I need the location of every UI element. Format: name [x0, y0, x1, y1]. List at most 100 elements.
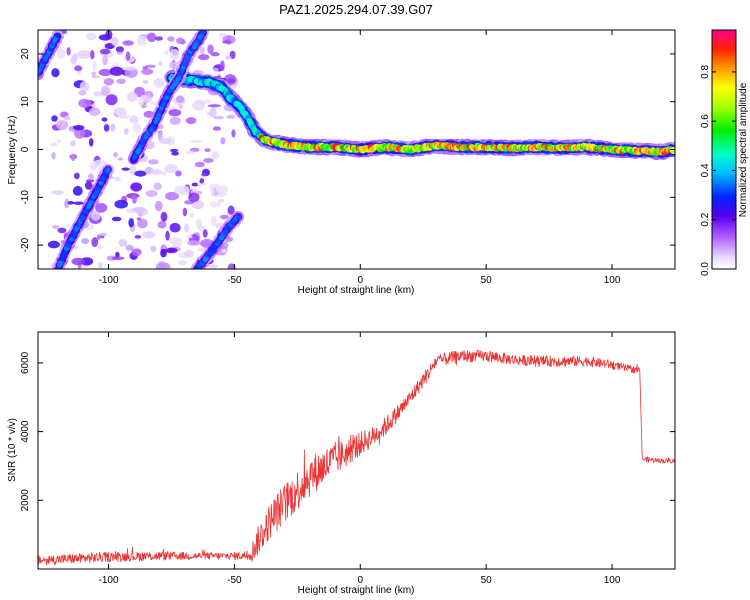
spectrogram-blob — [182, 207, 188, 217]
spectrogram-y-tick-label: 10 — [20, 96, 31, 108]
spectrogram-blob — [212, 67, 219, 72]
spectrogram-blob — [141, 68, 154, 75]
spectrogram-blob — [142, 80, 149, 84]
spectrogram-y-tick-label: -10 — [20, 190, 31, 205]
spectrogram-blob — [98, 232, 108, 237]
spectrogram-blob — [169, 48, 180, 60]
spectrogram-y-tick-label: -20 — [20, 237, 31, 252]
spectrogram-blob — [147, 32, 157, 43]
spectrogram-trace-lower-left-branch — [59, 256, 65, 262]
spectrogram-blob — [101, 117, 108, 122]
snr-plot-area — [38, 349, 675, 566]
spectrogram-blob — [51, 68, 60, 78]
snr-x-axis: -100 -50 0 50 100 — [98, 332, 621, 586]
snr-x-tick-label: 50 — [481, 575, 493, 586]
snr-y-tick-label: 2000 — [20, 489, 31, 512]
spectrogram-blob — [92, 60, 97, 71]
spectrogram-trace-lower-left-branch — [58, 260, 64, 266]
spectrogram-blob — [167, 36, 175, 42]
spectrogram-blob — [213, 116, 225, 120]
spectrogram-trace-mid-branch — [200, 30, 206, 35]
spectrogram-blob — [158, 61, 163, 66]
spectrogram-blob — [160, 211, 168, 222]
spectrogram-blob — [156, 81, 164, 86]
spectrogram-y-tick-label: 20 — [20, 48, 31, 60]
spectrogram-blob — [187, 240, 201, 246]
spectrogram-blob — [72, 185, 83, 196]
spectrogram-blob — [132, 123, 142, 134]
spectrogram-blob — [73, 201, 85, 205]
snr-series-line — [38, 349, 675, 566]
spectrogram-blob — [209, 201, 218, 208]
spectrogram-blob — [137, 218, 148, 229]
spectrogram-blob — [225, 55, 232, 60]
spectrogram-blob — [130, 182, 143, 192]
spectrogram-blob — [88, 138, 94, 147]
snr-x-tick-label: 100 — [604, 575, 621, 586]
spectrogram-blob — [110, 123, 116, 132]
spectrogram-trace-lower-left-branch — [105, 167, 111, 173]
spectrogram-blob — [73, 125, 85, 131]
spectrogram-blob — [153, 182, 162, 191]
spectrogram-blob — [220, 60, 225, 72]
spectrogram-blob — [189, 147, 200, 152]
colorbar-tick-label: 0.2 — [700, 212, 711, 226]
spectrogram-blob — [98, 68, 113, 77]
spectrogram-blob — [57, 227, 67, 234]
spectrogram-blob — [175, 170, 182, 177]
spectrogram-blob — [194, 161, 205, 168]
spectrogram-blob — [67, 201, 75, 205]
spectrogram-blob — [189, 212, 195, 218]
spectrogram-blob — [137, 35, 147, 47]
figure-title: PAZ1.2025.294.07.39.G07 — [279, 2, 433, 17]
spectrogram-y-tick-label: 0 — [20, 146, 31, 152]
spectrogram-blob — [136, 217, 141, 221]
spectrogram-blob — [134, 235, 142, 239]
spectrogram-blob — [161, 171, 167, 176]
spectrogram-trace-mid-branch — [183, 58, 189, 64]
spectrogram-blob — [195, 218, 203, 229]
spectrogram-blob — [165, 247, 178, 254]
spectrogram-trace-mid-branch — [182, 62, 188, 67]
spectrogram-trace-upper-left-branch — [50, 42, 56, 48]
snr-y-tick-label: 4000 — [20, 420, 31, 443]
spectrogram-blob — [185, 117, 197, 125]
spectrogram-y-axis: -20 -10 0 10 20 — [20, 48, 675, 252]
spectrogram-x-label: Height of straight line (km) — [298, 285, 415, 296]
spectrogram-blob — [157, 221, 167, 229]
spectrogram-blob — [227, 205, 235, 215]
spectrogram-blob — [160, 248, 167, 258]
spectrogram-blob — [105, 94, 118, 106]
spectrogram-blob — [66, 47, 71, 56]
spectrogram-blob — [164, 263, 171, 269]
spectrogram-blob — [125, 51, 131, 61]
spectrogram-blob — [165, 230, 170, 241]
spectrogram-blob — [216, 201, 221, 207]
spectrogram-blob — [71, 153, 76, 162]
spectrogram-blob — [207, 44, 214, 54]
spectrogram-blob — [220, 137, 226, 145]
spectrogram-marks — [38, 30, 675, 269]
colorbar: 0.0 0.2 0.4 0.6 0.8 Normalized spectral ampl… — [700, 29, 749, 276]
spectrogram-blob — [113, 177, 122, 181]
spectrogram-blob — [51, 152, 56, 160]
spectrogram-blob — [197, 181, 207, 187]
spectrogram-blob — [154, 36, 163, 41]
spectrogram-blob — [198, 54, 210, 61]
spectrogram-blob — [97, 261, 103, 269]
colorbar-ticks: 0.0 0.2 0.4 0.6 0.8 — [700, 64, 736, 276]
spectrogram-blob — [121, 167, 130, 171]
spectrogram-blob — [129, 115, 139, 124]
snr-frame — [37, 331, 676, 570]
spectrogram-blob — [191, 200, 205, 210]
colorbar-tick-label: 0.8 — [700, 64, 711, 78]
spectrogram-blob — [178, 104, 183, 109]
spectrogram-blob — [80, 257, 94, 266]
spectrogram-blob — [134, 170, 147, 177]
spectrogram-x-tick-label: 100 — [604, 275, 621, 286]
spectrogram-blob — [56, 139, 62, 144]
spectrogram-blob — [95, 203, 108, 213]
spectrogram-blob — [98, 244, 103, 250]
spectrogram-blob — [115, 46, 124, 53]
